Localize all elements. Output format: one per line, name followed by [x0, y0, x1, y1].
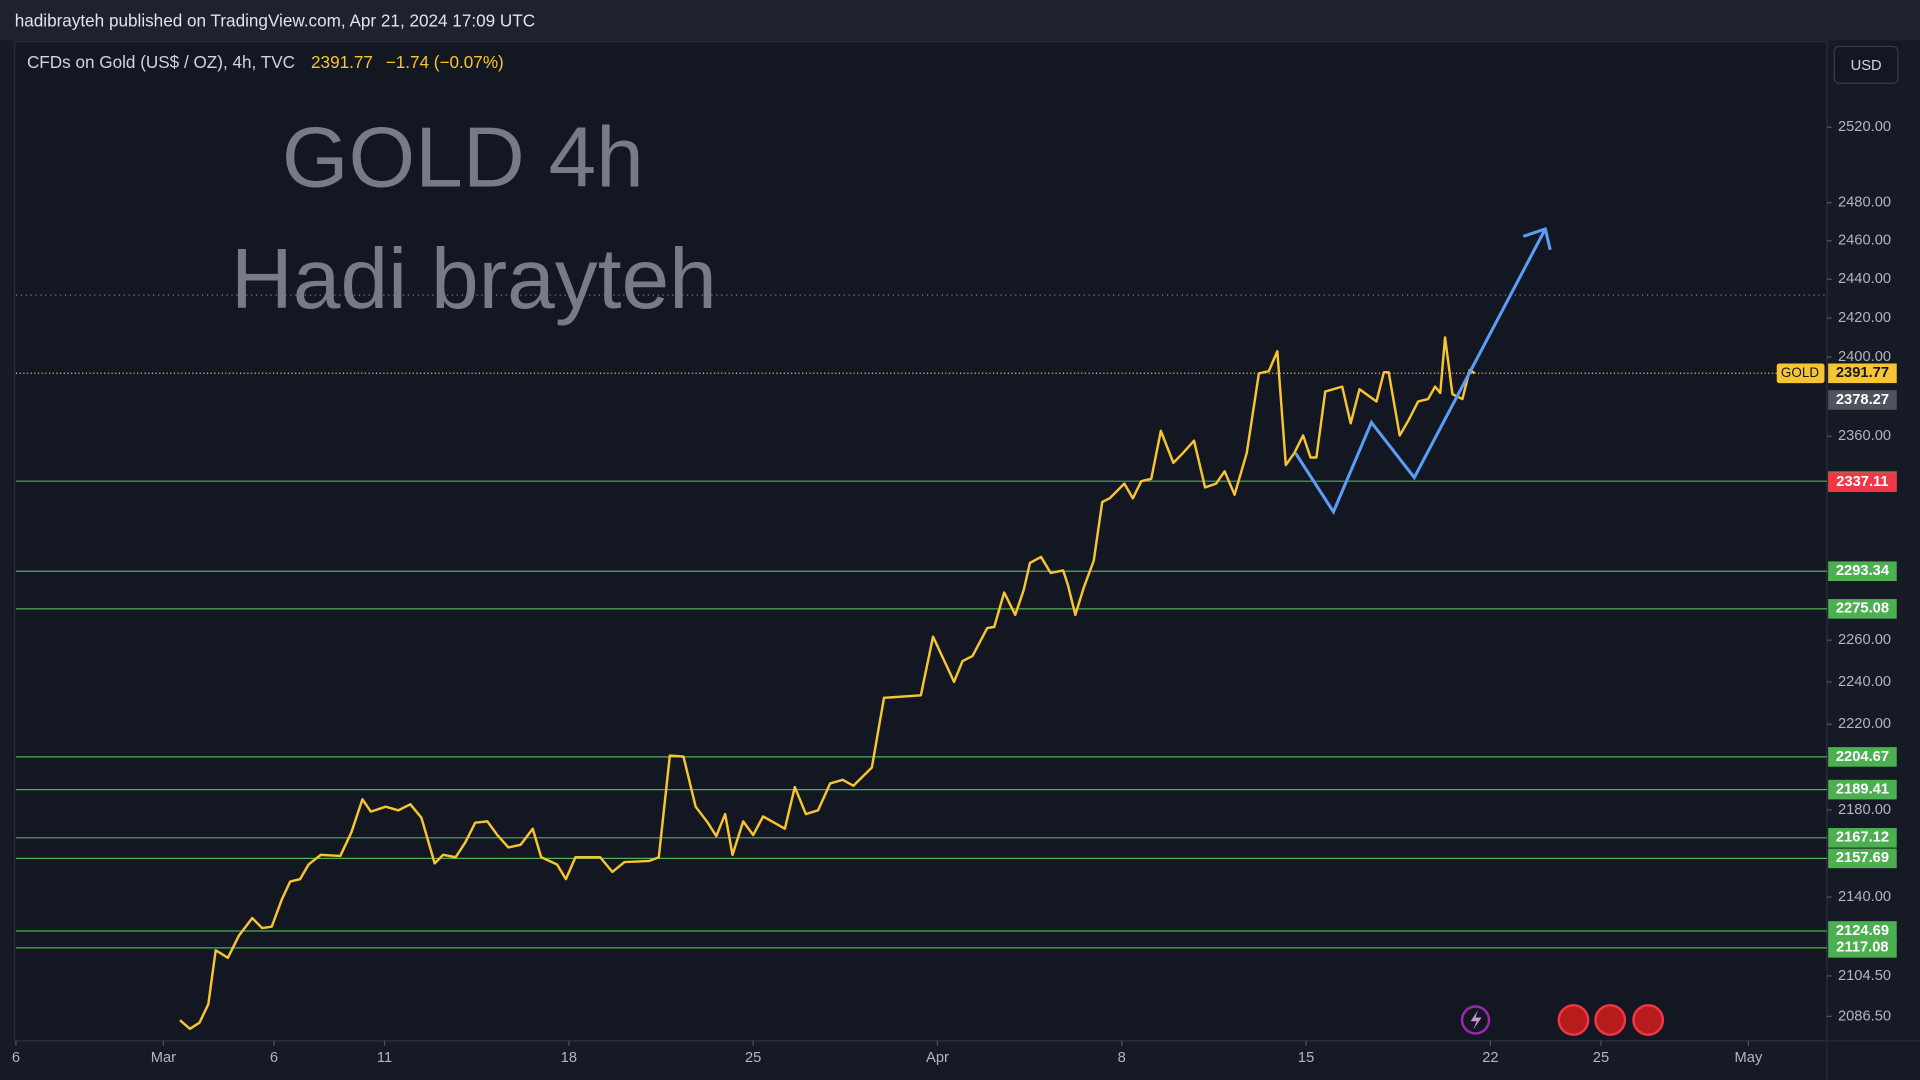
x-tick-label: 15	[1298, 1050, 1314, 1066]
watermark: GOLD 4h	[282, 110, 644, 206]
event-flag[interactable]	[1594, 1004, 1627, 1036]
y-tick-label: 2360.00	[1838, 428, 1891, 444]
x-tick-label: 25	[745, 1050, 761, 1066]
price-line	[179, 336, 1476, 1031]
level-tag	[1828, 921, 1897, 941]
level-label: 2157.69	[1836, 850, 1889, 866]
level-tag	[1828, 599, 1897, 619]
y-tick-label: 2180.00	[1838, 802, 1891, 818]
y-tick-label: 2086.50	[1838, 1008, 1891, 1024]
level-tag	[1828, 938, 1897, 958]
currency-button[interactable]	[1833, 45, 1899, 84]
level-label: 2117.08	[1836, 940, 1888, 956]
x-tick-label: Mar	[151, 1050, 176, 1066]
lightning	[1470, 1010, 1482, 1030]
x-tick-label: 8	[1118, 1050, 1126, 1066]
price-tag-label: 2391.77	[1836, 365, 1889, 381]
projection-arrow	[1294, 226, 1552, 516]
symbol-tag-label: GOLD	[1781, 365, 1819, 380]
event-flag[interactable]	[1632, 1004, 1665, 1036]
price-tag-label: 2378.27	[1836, 392, 1889, 408]
legend-change: −1.74 (−0.07%)	[386, 52, 504, 72]
x-tick-label: 11	[377, 1050, 392, 1066]
level-tag	[1828, 848, 1897, 869]
level-tag	[1828, 828, 1897, 848]
x-tick-label: 22	[1482, 1050, 1498, 1066]
level-tag	[1828, 561, 1897, 582]
currency-label[interactable]: USD	[1851, 58, 1882, 74]
y-tick-label: 2440.00	[1838, 271, 1891, 287]
y-tick-label: 2260.00	[1838, 632, 1891, 648]
y-tick-label: 2480.00	[1838, 195, 1891, 211]
level-label: 2275.08	[1836, 601, 1889, 617]
x-tick-label: May	[1735, 1050, 1763, 1066]
event-icons	[1460, 1004, 1665, 1036]
price-tag	[1828, 363, 1897, 384]
event-icon[interactable]	[1460, 1005, 1491, 1035]
y-tick-label: 2520.00	[1838, 119, 1891, 135]
y-tick-label: 2104.50	[1838, 968, 1891, 984]
x-tick-label: Apr	[926, 1050, 949, 1066]
y-tick-label: 2400.00	[1838, 349, 1891, 365]
byline: hadibrayteh published on TradingView.com…	[15, 11, 535, 31]
level-tag	[1828, 779, 1897, 800]
level-label: 2293.34	[1836, 563, 1890, 579]
y-tick-label: 2240.00	[1838, 674, 1891, 690]
y-tick-label: 2420.00	[1838, 310, 1891, 326]
plot-marks	[15, 294, 1827, 1031]
price-tag-label: 2337.11	[1836, 474, 1888, 490]
x-tick-label: 18	[561, 1050, 577, 1066]
y-tick-label: 2460.00	[1838, 233, 1891, 249]
y-tick-label: 2220.00	[1838, 716, 1891, 732]
level-label: 2189.41	[1836, 782, 1889, 798]
header-bar	[0, 0, 1920, 41]
y-tick-label: 2140.00	[1838, 889, 1891, 905]
watermark: Hadi brayteh	[231, 231, 717, 327]
x-tick-label: 6	[12, 1050, 20, 1066]
x-tick-label: 6	[270, 1050, 278, 1066]
event-flag[interactable]	[1557, 1004, 1590, 1036]
symbol-tag	[1776, 363, 1825, 384]
legend-symbol: CFDs on Gold (US$ / OZ), 4h, TVC	[27, 52, 295, 72]
level-label: 2167.12	[1836, 830, 1889, 846]
level-label: 2204.67	[1836, 749, 1889, 765]
level-label: 2124.69	[1836, 923, 1889, 939]
price-tag	[1828, 472, 1897, 492]
level-tag	[1828, 747, 1897, 767]
legend-last: 2391.77	[311, 52, 373, 72]
x-tick-label: 25	[1593, 1050, 1609, 1066]
price-tag	[1828, 390, 1897, 410]
plot-area	[14, 41, 1828, 1042]
